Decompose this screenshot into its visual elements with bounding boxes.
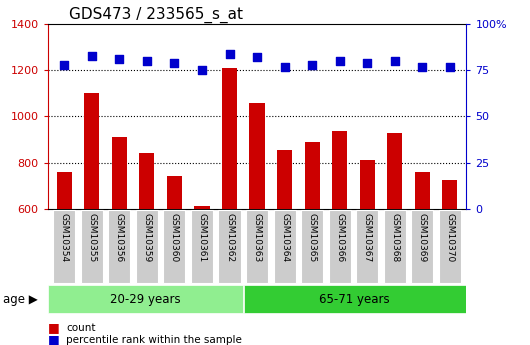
Bar <box>57 172 72 345</box>
Bar <box>360 160 375 345</box>
Text: GSM10360: GSM10360 <box>170 213 179 262</box>
Text: GSM10367: GSM10367 <box>363 213 372 262</box>
Text: ■: ■ <box>48 321 59 334</box>
Text: count: count <box>66 323 96 333</box>
Text: ■: ■ <box>48 333 59 345</box>
FancyBboxPatch shape <box>136 210 158 283</box>
Text: percentile rank within the sample: percentile rank within the sample <box>66 335 242 345</box>
Point <box>335 58 344 64</box>
Point <box>280 64 289 69</box>
Point <box>253 55 261 60</box>
FancyBboxPatch shape <box>411 210 434 283</box>
FancyBboxPatch shape <box>356 210 378 283</box>
FancyBboxPatch shape <box>246 210 268 283</box>
Bar <box>305 142 320 345</box>
Bar <box>387 132 402 345</box>
Point <box>170 60 179 66</box>
Point <box>198 68 206 73</box>
Text: GDS473 / 233565_s_at: GDS473 / 233565_s_at <box>68 7 243 23</box>
Bar <box>167 176 182 345</box>
Text: GSM10364: GSM10364 <box>280 213 289 262</box>
Text: GSM10355: GSM10355 <box>87 213 96 262</box>
Text: GSM10362: GSM10362 <box>225 213 234 262</box>
FancyBboxPatch shape <box>273 210 296 283</box>
Point <box>418 64 427 69</box>
Point <box>308 62 316 68</box>
Bar <box>222 68 237 345</box>
Bar <box>195 206 209 345</box>
FancyBboxPatch shape <box>244 285 466 313</box>
Point <box>225 51 234 57</box>
Text: GSM10361: GSM10361 <box>198 213 207 262</box>
Text: age ▶: age ▶ <box>3 293 38 306</box>
Bar <box>250 102 264 345</box>
FancyBboxPatch shape <box>301 210 323 283</box>
Bar <box>112 137 127 345</box>
Point <box>363 60 372 66</box>
Text: GSM10366: GSM10366 <box>335 213 344 262</box>
FancyBboxPatch shape <box>329 210 351 283</box>
FancyBboxPatch shape <box>108 210 130 283</box>
Bar <box>84 93 99 345</box>
Point <box>446 64 454 69</box>
Text: GSM10370: GSM10370 <box>445 213 454 262</box>
Text: GSM10356: GSM10356 <box>115 213 124 262</box>
FancyBboxPatch shape <box>218 210 241 283</box>
Bar <box>415 172 430 345</box>
Bar <box>443 180 457 345</box>
Text: GSM10368: GSM10368 <box>390 213 399 262</box>
FancyBboxPatch shape <box>439 210 461 283</box>
Point <box>391 58 399 64</box>
FancyBboxPatch shape <box>191 210 213 283</box>
FancyBboxPatch shape <box>81 210 103 283</box>
Bar <box>139 153 154 345</box>
FancyBboxPatch shape <box>384 210 406 283</box>
Text: GSM10365: GSM10365 <box>307 213 316 262</box>
Text: 20-29 years: 20-29 years <box>110 293 181 306</box>
Text: GSM10354: GSM10354 <box>60 213 69 262</box>
FancyBboxPatch shape <box>48 285 243 313</box>
Bar <box>277 150 292 345</box>
FancyBboxPatch shape <box>163 210 186 283</box>
Point <box>60 62 68 68</box>
Text: GSM10363: GSM10363 <box>253 213 261 262</box>
Text: 65-71 years: 65-71 years <box>320 293 390 306</box>
Point <box>87 53 96 58</box>
Bar <box>332 131 347 345</box>
Text: GSM10369: GSM10369 <box>418 213 427 262</box>
Text: GSM10359: GSM10359 <box>143 213 152 262</box>
FancyBboxPatch shape <box>53 210 75 283</box>
Point <box>115 57 123 62</box>
Point <box>143 58 151 64</box>
